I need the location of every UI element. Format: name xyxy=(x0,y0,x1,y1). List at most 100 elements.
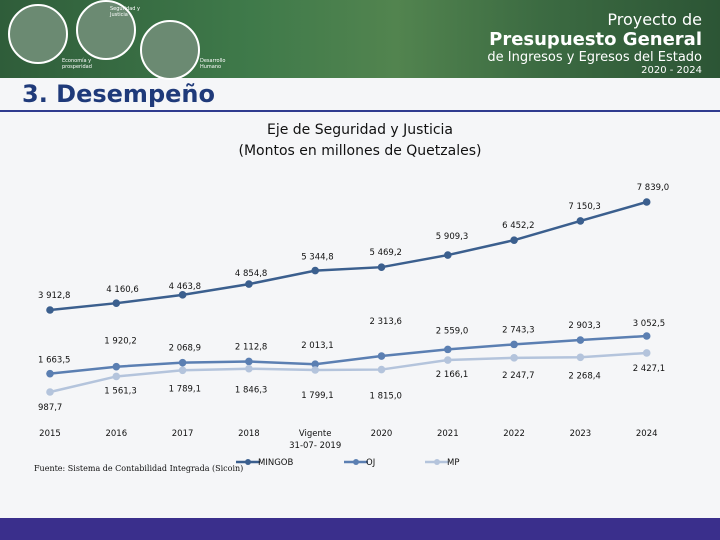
x-tick-label: 2021 xyxy=(437,429,459,439)
data-point-mingob xyxy=(642,198,651,206)
data-label-mp: 1 561,3 xyxy=(104,386,136,396)
legend-label-oj: OJ xyxy=(366,458,375,468)
road-photo xyxy=(8,4,68,64)
data-label-mp: 1 846,3 xyxy=(235,386,267,396)
data-label-mingob: 5 344,8 xyxy=(301,253,333,263)
data-point-mp xyxy=(377,365,386,374)
data-label-mingob: 7 839,0 xyxy=(637,183,669,193)
data-point-oj xyxy=(576,336,585,344)
series-line-mingob xyxy=(49,200,648,312)
title-line-3: de Ingresos y Egresos del Estado xyxy=(487,50,702,65)
data-label-oj: 2 559,0 xyxy=(436,326,468,336)
data-label-oj: 2 313,6 xyxy=(370,317,402,327)
x-tick-label: 2020 xyxy=(371,429,393,439)
data-point-mingob xyxy=(576,217,585,225)
data-label-mp: 2 427,1 xyxy=(633,364,665,374)
footer-bar xyxy=(0,518,720,540)
data-point-mingob xyxy=(112,299,121,307)
data-point-mp xyxy=(245,364,253,373)
header-banner: Seguridad y Justicia Economía y prosperi… xyxy=(0,0,720,80)
data-point-oj xyxy=(112,362,121,371)
x-tick-label: 2023 xyxy=(570,429,592,439)
data-point-oj xyxy=(46,369,54,378)
data-label-mp: 1 789,1 xyxy=(169,384,201,394)
data-point-mingob xyxy=(311,266,320,275)
data-label-mingob: 4 854,8 xyxy=(235,269,267,279)
data-point-oj xyxy=(311,360,320,368)
data-point-mingob xyxy=(510,236,518,244)
pillar-2-label: Economía y prosperidad xyxy=(62,58,92,70)
data-point-mp xyxy=(311,366,320,374)
pillar-3-label: Desarrollo Humano xyxy=(200,58,226,70)
data-label-mingob: 5 469,2 xyxy=(370,248,402,258)
child-photo xyxy=(140,20,200,80)
data-label-mp: 987,7 xyxy=(38,403,62,413)
data-label-mp: 2 166,1 xyxy=(436,370,468,380)
data-label-mp: 2 247,7 xyxy=(502,371,534,381)
chart-title: Eje de Seguridad y Justicia xyxy=(266,122,454,138)
data-point-mp xyxy=(444,356,452,364)
data-label-mingob: 7 150,3 xyxy=(568,202,600,212)
data-label-mingob: 5 909,3 xyxy=(436,232,468,242)
data-label-mp: 2 268,4 xyxy=(568,371,600,381)
section-title: 3. Desempeño xyxy=(22,80,215,108)
data-point-mingob xyxy=(444,251,452,259)
data-point-oj xyxy=(377,352,386,360)
data-point-oj xyxy=(178,358,187,367)
data-label-oj: 3 052,5 xyxy=(633,319,665,329)
x-tick-label: 2024 xyxy=(636,429,658,439)
chart-title-block: Eje de Seguridad y Justicia (Montos en m… xyxy=(0,120,720,162)
data-point-mingob xyxy=(377,263,386,271)
series-line-oj xyxy=(49,334,647,375)
legend-label-mingob: MINGOB xyxy=(258,458,293,468)
x-tick-label: 2017 xyxy=(172,429,194,439)
data-point-mp xyxy=(46,388,54,396)
x-tick-label: 31-07- 2019 xyxy=(289,441,341,451)
data-label-mingob: 6 452,2 xyxy=(502,221,534,231)
x-tick-label: Vigente xyxy=(299,429,332,439)
data-point-oj xyxy=(642,332,651,340)
title-line-4: 2020 - 2024 xyxy=(641,65,702,76)
data-point-mp xyxy=(576,353,585,362)
data-point-mp xyxy=(642,349,651,357)
data-label-oj: 1 920,2 xyxy=(104,337,136,347)
data-label-mingob: 4 160,6 xyxy=(106,285,138,295)
data-point-oj xyxy=(510,340,518,349)
project-title: Proyecto de Presupuesto General de Ingre… xyxy=(487,10,702,76)
data-point-mp xyxy=(112,372,121,381)
x-tick-label: 2015 xyxy=(39,429,61,439)
data-point-mingob xyxy=(245,280,253,288)
data-label-oj: 2 903,3 xyxy=(568,321,600,331)
chart-subtitle: (Montos en millones de Quetzales) xyxy=(238,143,482,159)
data-point-mingob xyxy=(178,291,187,299)
header-divider xyxy=(0,110,720,112)
data-point-oj xyxy=(444,345,452,354)
x-tick-label: 2016 xyxy=(105,429,127,439)
data-point-mp xyxy=(510,354,518,362)
series-line-mp xyxy=(49,351,647,394)
title-line-1: Proyecto de xyxy=(607,10,702,29)
x-tick-label: 2018 xyxy=(238,429,260,439)
legend-marker-mp xyxy=(434,459,440,465)
data-label-mp: 1 815,0 xyxy=(370,392,402,402)
data-label-oj: 2 743,3 xyxy=(502,325,534,335)
data-label-oj: 2 068,9 xyxy=(169,344,201,354)
data-point-mingob xyxy=(46,306,54,314)
data-label-oj: 1 663,5 xyxy=(38,356,70,366)
legend-label-mp: MP xyxy=(447,458,459,468)
pillar-1-label: Seguridad y Justicia xyxy=(110,6,140,18)
legend-marker-mingob xyxy=(245,459,251,465)
data-point-mp xyxy=(178,366,187,375)
data-label-oj: 2 112,8 xyxy=(235,342,267,352)
data-label-mp: 1 799,1 xyxy=(301,391,333,401)
x-tick-label: 2022 xyxy=(503,429,525,439)
source-note: Fuente: Sistema de Contabilidad Integrad… xyxy=(34,464,244,473)
title-line-2: Presupuesto General xyxy=(489,29,702,50)
data-point-oj xyxy=(245,357,253,366)
building-photo xyxy=(76,0,136,60)
data-label-oj: 2 013,1 xyxy=(301,341,333,351)
data-label-mingob: 3 912,8 xyxy=(38,291,70,301)
data-label-mingob: 4 463,8 xyxy=(169,282,201,292)
legend-marker-oj xyxy=(353,459,359,465)
